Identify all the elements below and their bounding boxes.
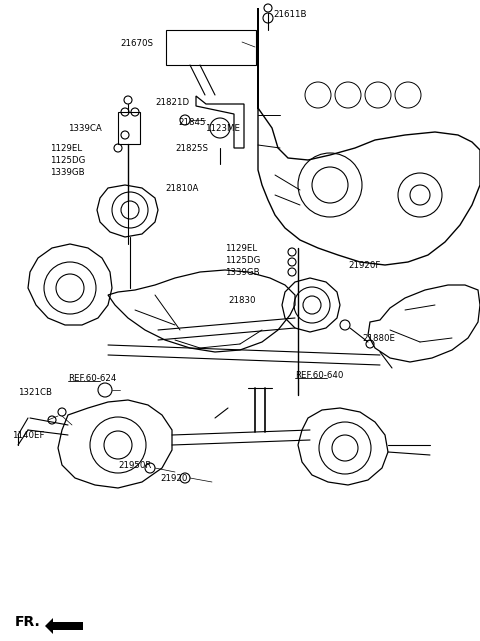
Text: 1339CA: 1339CA bbox=[68, 124, 102, 133]
Text: 1125DG: 1125DG bbox=[225, 256, 260, 265]
Text: 1339GB: 1339GB bbox=[50, 167, 84, 176]
Text: 1123ME: 1123ME bbox=[205, 124, 240, 133]
Text: 21845: 21845 bbox=[178, 117, 205, 126]
Text: 1339GB: 1339GB bbox=[225, 267, 260, 276]
Text: 1125DG: 1125DG bbox=[50, 156, 85, 165]
Text: 21821D: 21821D bbox=[155, 97, 189, 106]
Text: 1321CB: 1321CB bbox=[18, 388, 52, 397]
Bar bbox=[118, 112, 140, 144]
Text: 21920: 21920 bbox=[160, 474, 187, 483]
Text: 21670S: 21670S bbox=[120, 38, 153, 47]
Text: REF.60-640: REF.60-640 bbox=[295, 370, 343, 379]
Text: FR.: FR. bbox=[15, 615, 41, 629]
Text: 21880E: 21880E bbox=[362, 333, 395, 342]
Bar bbox=[166, 30, 256, 65]
Text: 21950R: 21950R bbox=[118, 460, 151, 469]
Text: 1129EL: 1129EL bbox=[50, 144, 82, 153]
Text: 1129EL: 1129EL bbox=[225, 244, 257, 253]
Polygon shape bbox=[45, 618, 83, 634]
Text: 1140EF: 1140EF bbox=[12, 431, 45, 440]
Text: 21830: 21830 bbox=[228, 296, 255, 304]
Text: 21810A: 21810A bbox=[165, 183, 198, 192]
Text: 21920F: 21920F bbox=[348, 260, 380, 269]
Text: 21611B: 21611B bbox=[273, 10, 307, 19]
Text: 21825S: 21825S bbox=[175, 144, 208, 153]
Text: REF.60-624: REF.60-624 bbox=[68, 374, 116, 383]
